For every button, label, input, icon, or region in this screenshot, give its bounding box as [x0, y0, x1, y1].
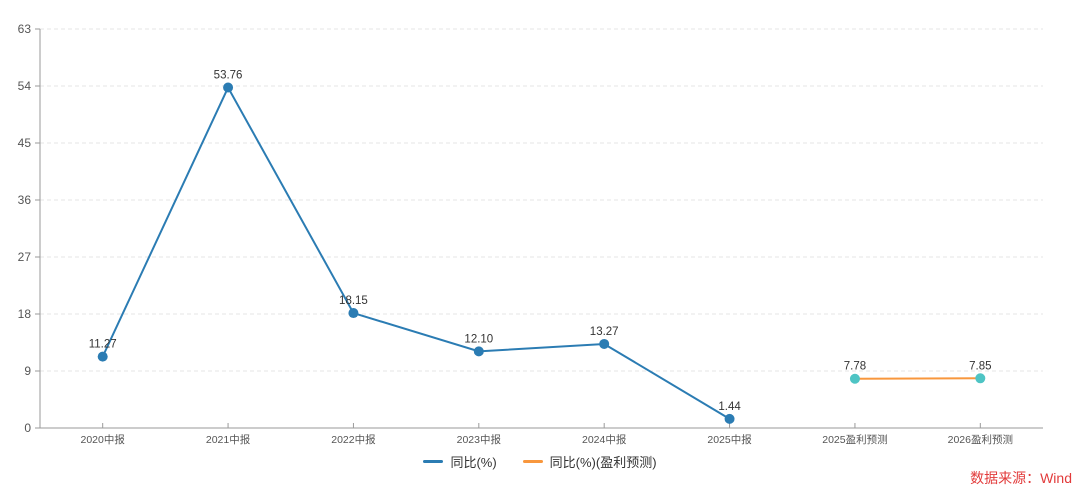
y-axis-tick-label: 9	[24, 364, 31, 378]
data-point-label: 7.85	[969, 360, 991, 372]
legend-line-swatch-actual	[423, 460, 444, 463]
legend-label-actual: 同比(%)	[450, 455, 497, 470]
x-axis-tick-label: 2021中报	[206, 433, 251, 446]
x-axis-tick-label: 2026盈利预测	[948, 433, 1013, 446]
data-point[interactable]	[348, 308, 359, 319]
data-point[interactable]	[849, 373, 860, 384]
legend-item-forecast[interactable]: 同比(%)(盈利预测)	[522, 452, 657, 471]
x-axis-tick-label: 2025盈利预测	[822, 433, 887, 446]
data-point[interactable]	[599, 338, 610, 349]
chart-legend: 同比(%) 同比(%)(盈利预测)	[0, 452, 1080, 471]
y-axis-tick-label: 63	[18, 22, 32, 36]
y-axis-tick-label: 45	[18, 136, 32, 150]
y-axis-tick-label: 54	[18, 79, 32, 93]
data-point-label: 13.27	[590, 326, 619, 338]
data-point-label: 1.44	[718, 401, 741, 413]
line-chart: 0 9 18 27 36 45 54 63 2020中报 2021中报 2022中报 2023中报 20…	[18, 22, 1043, 446]
x-axis-tick-label: 2022中报	[331, 433, 376, 446]
series-line	[101, 85, 731, 420]
x-axis-tick-label: 2023中报	[457, 433, 502, 446]
y-axis-tick-label: 0	[24, 421, 31, 435]
legend-line-swatch-forecast	[522, 460, 543, 463]
data-point-label: 11.27	[89, 339, 117, 351]
y-axis-tick-label: 18	[18, 307, 32, 321]
x-axis-tick-label: 2024中报	[582, 433, 627, 446]
data-point[interactable]	[223, 82, 234, 93]
x-axis-tick-label: 2025中报	[707, 433, 752, 446]
data-point-label: 53.76	[214, 70, 243, 82]
data-point-label: 12.10	[464, 333, 493, 345]
data-point[interactable]	[975, 373, 986, 384]
data-source-label: 数据来源：Wind	[970, 470, 1072, 486]
x-axis-tick-label: 2020中报	[81, 433, 126, 446]
y-axis-tick-label: 27	[18, 250, 32, 264]
data-point[interactable]	[724, 413, 735, 424]
data-point-label: 18.15	[339, 295, 368, 307]
y-axis-tick-label: 36	[18, 193, 32, 207]
data-point-label: 7.78	[844, 361, 866, 373]
data-point[interactable]	[97, 351, 108, 362]
legend-item-actual[interactable]: 同比(%)	[423, 452, 497, 471]
data-point[interactable]	[473, 346, 484, 357]
legend-label-forecast: 同比(%)(盈利预测)	[549, 455, 657, 470]
